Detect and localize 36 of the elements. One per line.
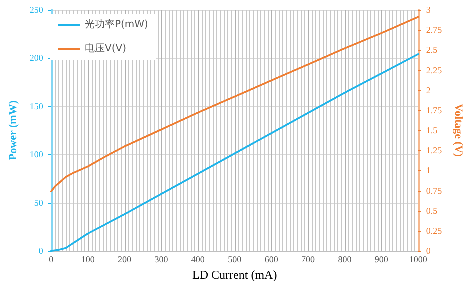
y2-tick-label: 0	[426, 246, 432, 256]
y-tick-label: 250	[30, 5, 44, 15]
x-tick-label: 100	[81, 254, 96, 265]
legend-label: 光功率P(mW)	[85, 18, 149, 30]
y2-tick-label: 2.25	[426, 65, 443, 76]
y2-tick-label: 3	[426, 5, 432, 15]
y-tick-label: 100	[30, 150, 44, 160]
x-tick-label: 600	[264, 254, 279, 265]
y2-axis-title: Voltage (V)	[452, 104, 464, 158]
line-series	[50, 16, 420, 193]
y2-tick-label: 1.25	[426, 146, 443, 156]
y-tick-label: 200	[30, 53, 44, 64]
y2-tick-label: 1	[426, 166, 431, 176]
legend-label: 电压V(V)	[85, 42, 127, 54]
x-tick-label: 900	[374, 254, 389, 265]
y-tick-label: 0	[38, 246, 44, 256]
y-axis-title: Power (mW)	[8, 100, 20, 161]
x-tick-label: 0	[49, 254, 54, 265]
x-tick-label: 700	[302, 254, 316, 265]
x-tick-label: 1000	[409, 254, 428, 265]
y2-tick-label: 0.5	[426, 206, 438, 216]
x-axis-title: LD Current (mA)	[192, 268, 278, 282]
y-tick-label: 150	[30, 101, 44, 112]
x-tick-label: 800	[338, 254, 352, 265]
y2-tick-label: 1.5	[426, 126, 438, 136]
y-tick-label: 50	[34, 198, 44, 208]
x-tick-label: 500	[228, 254, 242, 265]
y2-tick-label: 2.75	[426, 25, 443, 36]
x-tick-label: 300	[154, 254, 169, 265]
x-tick-label: 200	[118, 254, 132, 265]
y2-tick-label: 2	[426, 85, 431, 96]
y2-tick-label: 0.75	[426, 186, 443, 196]
y2-tick-label: 0.25	[426, 226, 443, 236]
y2-tick-label: 2.5	[426, 45, 438, 56]
x-tick-label: 400	[191, 254, 206, 265]
y2-tick-label: 1.75	[426, 105, 443, 116]
